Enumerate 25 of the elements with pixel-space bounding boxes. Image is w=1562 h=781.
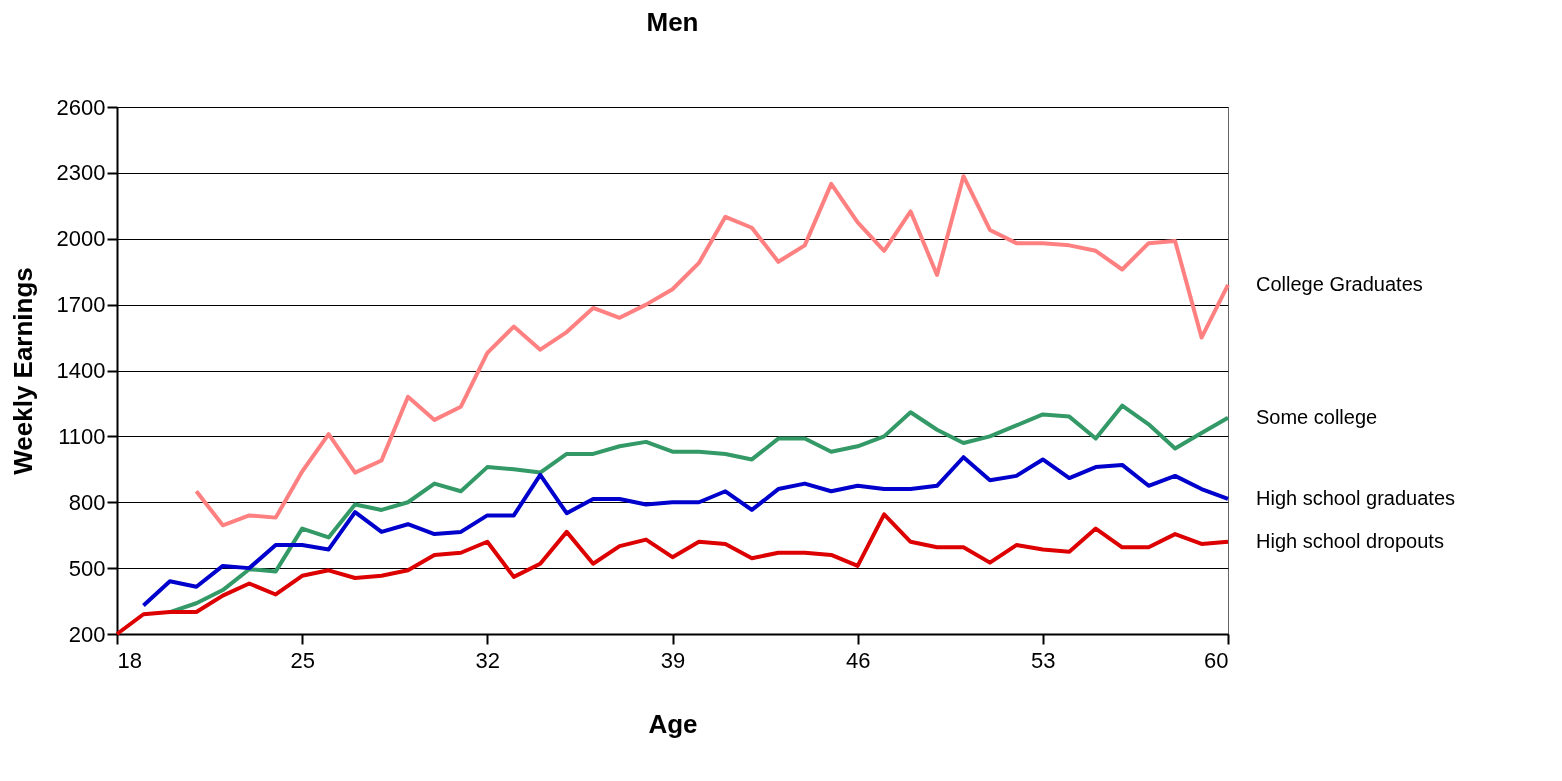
y-tick-label: 1400 (56, 358, 106, 383)
x-tick-label: 32 (475, 647, 501, 673)
y-tick-label: 1700 (56, 292, 106, 318)
x-tick-label: 18 (117, 647, 142, 673)
y-tick-label: 500 (68, 555, 106, 581)
y-tick-label: 1100 (58, 423, 106, 449)
series-label: College Graduates (1256, 272, 1423, 295)
x-tick-label: 46 (845, 647, 871, 673)
x-tick-label: 60 (1204, 647, 1229, 673)
series-label: High school graduates (1256, 486, 1456, 509)
series-label: High school dropouts (1256, 529, 1444, 552)
x-tick-label: 53 (1031, 647, 1056, 673)
x-tick-label: 39 (660, 647, 686, 673)
series-label: Some college (1256, 405, 1378, 428)
y-tick-label: 200 (68, 621, 106, 647)
x-axis-title: Age (648, 708, 698, 739)
y-tick-label: 2600 (56, 94, 106, 120)
y-axis-title: Weekly Earnings (7, 267, 38, 475)
y-tick-label: 2000 (56, 226, 106, 252)
chart-title: Men (646, 7, 699, 37)
line-series (194, 174, 1230, 528)
y-tick-label: 2300 (56, 160, 106, 186)
line-series (141, 455, 1230, 608)
y-tick-label: 800 (68, 489, 106, 515)
x-tick-label: 25 (290, 647, 315, 673)
